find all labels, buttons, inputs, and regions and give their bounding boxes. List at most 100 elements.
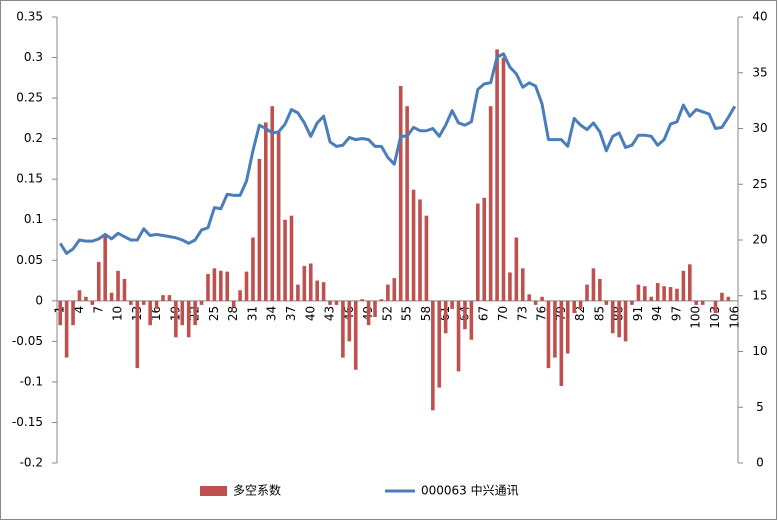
bar bbox=[353, 300, 358, 370]
bar bbox=[238, 290, 242, 301]
x-tick-label: 43 bbox=[323, 306, 337, 321]
bar bbox=[604, 300, 609, 305]
x-tick-label: 40 bbox=[303, 306, 317, 321]
bar bbox=[283, 219, 287, 301]
legend-label: 000063 中兴通讯 bbox=[421, 483, 519, 498]
bar bbox=[308, 263, 313, 301]
bar bbox=[527, 294, 532, 301]
bar bbox=[129, 300, 133, 305]
bar bbox=[315, 280, 319, 301]
x-tick-label: 55 bbox=[400, 306, 414, 321]
bar bbox=[405, 106, 409, 301]
y-tick-label: 0.25 bbox=[16, 91, 43, 105]
y2-tick-label: 20 bbox=[752, 233, 767, 247]
bar bbox=[469, 300, 474, 340]
bar bbox=[591, 268, 596, 301]
bar bbox=[302, 265, 307, 301]
bar bbox=[103, 235, 107, 301]
bar bbox=[296, 284, 300, 301]
bar bbox=[630, 300, 634, 305]
bar bbox=[694, 300, 699, 305]
x-tick-label: 58 bbox=[419, 306, 433, 321]
x-tick-label: 97 bbox=[669, 306, 683, 321]
x-tick-label: 82 bbox=[573, 306, 587, 321]
bar bbox=[161, 295, 165, 301]
bar bbox=[392, 278, 397, 301]
bar bbox=[206, 274, 210, 301]
bar bbox=[546, 300, 551, 369]
bar bbox=[251, 237, 255, 301]
bar bbox=[598, 278, 602, 301]
bar bbox=[64, 300, 69, 358]
bar bbox=[263, 122, 268, 301]
bar bbox=[257, 158, 262, 301]
y-tick-label: 0.2 bbox=[24, 131, 43, 145]
bar bbox=[212, 268, 217, 301]
bar bbox=[463, 300, 467, 330]
bar bbox=[520, 268, 525, 301]
bar bbox=[431, 300, 435, 411]
bar bbox=[141, 300, 146, 305]
x-tick-label: 16 bbox=[149, 306, 163, 321]
bar bbox=[289, 215, 294, 301]
bar bbox=[726, 296, 731, 301]
line bbox=[58, 52, 737, 255]
x-tick-label: 10 bbox=[111, 306, 125, 321]
y-tick-label: 0.3 bbox=[24, 50, 43, 64]
bar bbox=[540, 296, 544, 301]
y2-tick-label: 10 bbox=[752, 344, 767, 358]
bar bbox=[713, 300, 718, 313]
bar bbox=[636, 284, 641, 301]
bar bbox=[77, 290, 82, 301]
bar bbox=[360, 299, 364, 301]
bar bbox=[623, 300, 628, 342]
bar bbox=[90, 300, 95, 305]
bar bbox=[488, 106, 493, 301]
y2-tick-label: 0 bbox=[756, 456, 764, 470]
bar bbox=[270, 106, 275, 301]
bar bbox=[662, 286, 666, 301]
bar bbox=[84, 296, 88, 301]
bar bbox=[379, 299, 384, 301]
bar bbox=[193, 300, 197, 326]
bar bbox=[700, 300, 705, 305]
x-tick-label: 106 bbox=[727, 306, 741, 329]
bar bbox=[533, 300, 538, 305]
bar bbox=[578, 300, 583, 309]
bar bbox=[154, 300, 159, 309]
bar bbox=[386, 284, 390, 301]
bar bbox=[347, 300, 352, 342]
x-tick-label: 37 bbox=[284, 306, 298, 321]
x-tick-label: 34 bbox=[265, 306, 279, 321]
x-tick-label: 76 bbox=[535, 306, 549, 321]
bar bbox=[71, 300, 75, 326]
bar bbox=[334, 300, 339, 305]
bar bbox=[681, 270, 686, 301]
bar bbox=[501, 57, 506, 301]
bar bbox=[321, 282, 326, 301]
y-tick-label: 0.35 bbox=[16, 10, 43, 24]
bar bbox=[668, 287, 673, 301]
bar bbox=[456, 300, 461, 372]
legend-swatch bbox=[200, 486, 227, 496]
y-tick-label: 0.1 bbox=[24, 212, 43, 226]
x-tick-label: 91 bbox=[631, 306, 645, 321]
bar bbox=[443, 300, 448, 334]
x-tick-label: 25 bbox=[207, 306, 221, 321]
x-tick-label: 70 bbox=[496, 306, 510, 321]
y-tick-label: 0.15 bbox=[16, 172, 43, 186]
bar bbox=[617, 300, 621, 338]
bar bbox=[643, 286, 647, 301]
bar bbox=[219, 270, 223, 301]
bar bbox=[109, 292, 114, 301]
bar bbox=[276, 130, 281, 301]
bar bbox=[688, 264, 692, 301]
y-tick-label: -0.15 bbox=[12, 415, 43, 429]
y2-tick-label: 35 bbox=[752, 65, 767, 79]
x-tick-label: 28 bbox=[226, 306, 240, 321]
bar bbox=[225, 271, 230, 301]
x-tick-label: 73 bbox=[515, 306, 529, 321]
x-tick-label: 7 bbox=[91, 306, 105, 314]
